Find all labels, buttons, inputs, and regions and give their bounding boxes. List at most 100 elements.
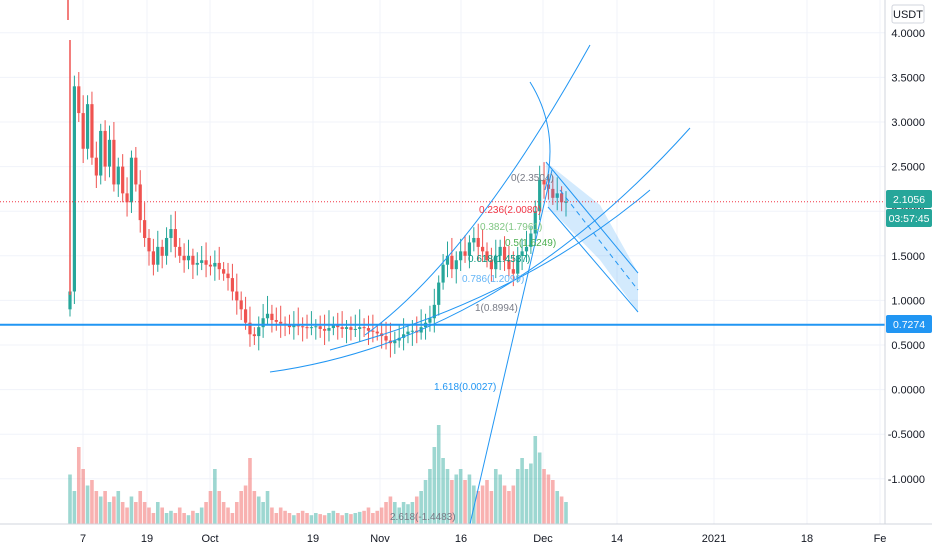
- volume-bar: [164, 513, 169, 524]
- candle-body: [121, 166, 125, 194]
- candle-body: [235, 291, 239, 301]
- candle-body: [406, 331, 410, 335]
- candle-body: [542, 179, 546, 185]
- candle-body: [191, 255, 195, 265]
- candle-body: [90, 104, 94, 158]
- volume-bar: [292, 515, 296, 524]
- candle-body: [401, 334, 406, 338]
- fib-trend-line[interactable]: [469, 169, 553, 525]
- price-tag-label: 03:57:45: [889, 213, 930, 225]
- candle-body: [560, 193, 564, 203]
- volume-bar: [138, 491, 143, 524]
- volume-bar: [112, 496, 116, 524]
- candle-body: [296, 325, 300, 327]
- volume-bar: [515, 469, 520, 524]
- volume-bar: [208, 491, 213, 524]
- drawing-tools[interactable]: [269, 44, 691, 525]
- price-tag-box: [886, 190, 932, 208]
- volume-bar: [76, 447, 81, 524]
- volume-bar: [476, 491, 481, 524]
- candle-body: [85, 104, 90, 149]
- time-axis[interactable]: 7 19 Oct 19 Nov 16 Dec 14 2021 18 Fe: [80, 533, 886, 545]
- candle-body: [349, 327, 353, 330]
- fib-arc-top[interactable]: [529, 81, 551, 191]
- volume-bar: [353, 513, 358, 524]
- candle-body: [362, 327, 366, 329]
- volume-bar: [195, 513, 200, 524]
- volume-bar: [436, 425, 441, 524]
- y-tick-label: -1.0000: [888, 474, 925, 486]
- candle-body: [81, 113, 85, 149]
- candle-body: [344, 327, 349, 329]
- volume-bar: [204, 502, 208, 524]
- candle-body: [169, 229, 173, 238]
- volume-bar: [463, 480, 467, 524]
- volume-bar: [564, 502, 568, 524]
- candle-body: [125, 193, 129, 203]
- volume-bar: [331, 510, 336, 524]
- candle-body: [327, 328, 331, 331]
- candle-body: [384, 336, 388, 341]
- fib-level-label: 0.236(2.0080): [479, 205, 541, 216]
- volume-bar: [239, 491, 243, 524]
- candle-body: [257, 327, 261, 337]
- candle-body: [472, 237, 476, 243]
- volume-bar: [472, 485, 476, 524]
- volume-bar: [107, 502, 112, 524]
- candle-body: [450, 255, 454, 270]
- volume-bar: [322, 515, 327, 524]
- x-tick-label: 16: [455, 533, 467, 545]
- volume-bar: [173, 513, 178, 524]
- currency-label: USDT: [893, 9, 923, 21]
- volume-bar: [314, 513, 318, 524]
- candle-body: [156, 246, 160, 265]
- candle-body: [252, 334, 256, 337]
- volume-bar: [432, 447, 437, 524]
- candle-body: [107, 139, 112, 167]
- volume-bar: [256, 496, 261, 524]
- candle-body: [340, 327, 344, 329]
- volume-bar: [248, 458, 252, 524]
- volume-bar: [120, 502, 125, 524]
- volume-bar: [388, 496, 393, 524]
- currency-label-box[interactable]: [891, 4, 925, 24]
- candle-body: [410, 330, 414, 332]
- volume-bar: [90, 480, 94, 524]
- channel-mid-line[interactable]: [559, 189, 639, 291]
- fib-arc-middle[interactable]: [329, 189, 651, 351]
- volume-bars: [68, 425, 568, 524]
- candle-body: [445, 255, 450, 265]
- volume-bar: [493, 469, 498, 524]
- price-axis[interactable]: 4.00003.50003.00002.50002.00001.50001.00…: [888, 28, 925, 486]
- volume-bar: [357, 511, 362, 524]
- candle-body: [551, 188, 555, 198]
- fib-arc-inner[interactable]: [364, 44, 591, 336]
- volume-bar: [278, 507, 283, 524]
- volume-bar: [559, 496, 564, 524]
- candle-body: [393, 340, 397, 344]
- candle-body: [239, 300, 243, 310]
- x-tick-label: 18: [801, 533, 813, 545]
- fib-labels: 0(2.3504) 0.236(2.0080) 0.382(1.7961) 0.5(1…: [390, 173, 556, 523]
- fib-arc-outer[interactable]: [269, 127, 691, 373]
- y-tick-label: 0.5000: [891, 340, 925, 352]
- candle-body: [437, 282, 441, 305]
- volume-bar: [81, 469, 85, 524]
- volume-bar: [186, 515, 191, 524]
- volume-bar: [177, 507, 182, 524]
- candle-body: [68, 291, 72, 310]
- candle-body: [208, 264, 213, 267]
- price-tags: 2.1056 03:57:45 0.7274: [886, 190, 932, 333]
- channel-bottom-line[interactable]: [547, 206, 639, 313]
- volume-bar: [414, 496, 419, 524]
- volume-bar: [261, 502, 265, 524]
- volume-bar: [169, 510, 173, 524]
- candle-body: [498, 246, 502, 256]
- volume-bar: [182, 513, 186, 524]
- candle-body: [489, 260, 493, 270]
- channel-fill[interactable]: [546, 162, 638, 312]
- volume-bar: [234, 502, 239, 524]
- volume-bar: [147, 507, 151, 524]
- channel-top-line[interactable]: [545, 161, 639, 274]
